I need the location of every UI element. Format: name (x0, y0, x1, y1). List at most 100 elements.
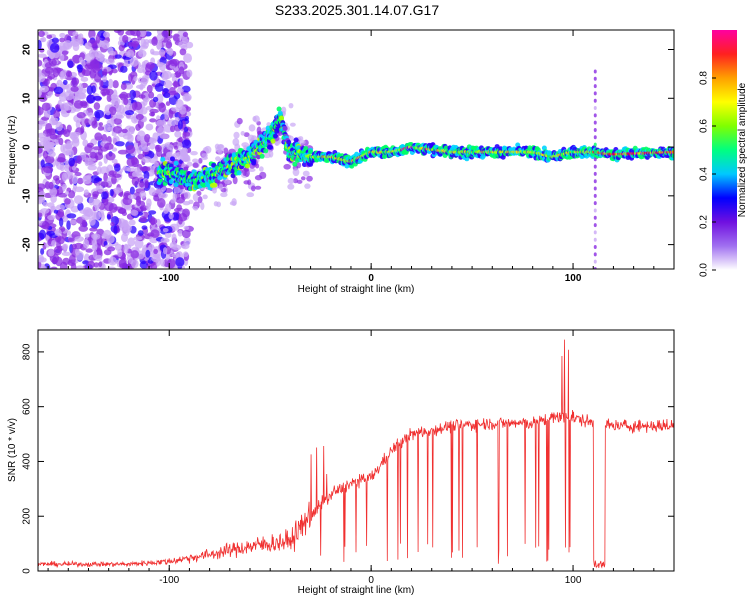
spectrogram-cell (69, 219, 77, 225)
spectrogram-cell (38, 229, 46, 240)
spectrogram-cell (98, 209, 105, 218)
spectrogram-cell (123, 243, 129, 254)
spectrogram-cell (61, 215, 68, 223)
spectrogram-cell (41, 102, 51, 111)
spectrogram-cell (129, 186, 135, 195)
spectrogram-cell (158, 192, 168, 199)
spectrogram-cell (108, 78, 114, 89)
spectrogram-cell (53, 245, 63, 256)
spectrogram-cell (236, 117, 243, 125)
spectrogram-cell (51, 239, 57, 247)
spectrogram-cell (44, 67, 54, 74)
spectrogram-cell (224, 179, 231, 185)
spectrogram-cell (38, 39, 42, 50)
spectrogram-cell (119, 263, 129, 269)
spectrogram-cell (184, 116, 190, 121)
spectrogram-cell (176, 204, 183, 212)
spectrogram-cell (593, 91, 597, 96)
spectrogram-cell (593, 237, 597, 242)
spectrogram-cell (180, 188, 186, 195)
spectrogram-cell (92, 242, 98, 250)
spectrogram-cell (41, 221, 50, 230)
spectrogram-cell (38, 147, 43, 154)
spectrogram-cell (183, 131, 191, 137)
spectrogram-cell (92, 42, 98, 51)
spectrogram-cell (212, 182, 218, 188)
spectrogram-cell (107, 266, 116, 269)
spectrogram-cell (71, 174, 78, 185)
spectrogram-cell (128, 219, 136, 226)
spectrogram-cell (58, 217, 64, 227)
spectrogram-cell (114, 54, 122, 59)
spectrogram-cell (593, 149, 597, 154)
spectrogram-cell (118, 44, 125, 52)
spectrogram-cell (153, 248, 158, 255)
spectrogram-cell (130, 209, 139, 216)
spectrogram-cell (95, 53, 105, 62)
spectrogram-cell (277, 110, 283, 116)
spectrogram-cell (181, 147, 188, 154)
spectrogram-cell (55, 121, 63, 132)
spectrogram-cell (593, 223, 597, 228)
spectrogram-cell (108, 203, 118, 213)
spectrogram-cell (593, 84, 597, 89)
spectrogram-cell (671, 153, 674, 159)
spectrogram-cell (146, 202, 151, 212)
spectrogram-cell (162, 228, 169, 233)
spectrogram-cell (51, 37, 59, 44)
spectrogram-cell (263, 148, 269, 154)
spectrogram-cell (167, 119, 177, 127)
colorbar-tick-label: 0.8 (699, 71, 710, 85)
spectrogram-cell (246, 192, 255, 198)
spectrogram-cell (131, 171, 140, 177)
spectrogram-cell (81, 214, 91, 220)
spectrogram-cell (192, 162, 199, 168)
spectrogram-cell (111, 132, 117, 137)
spectrogram-cell (168, 109, 174, 119)
spectrogram-cell (136, 135, 142, 142)
spectrogram-cell (103, 198, 109, 206)
spectrogram-cell (141, 61, 146, 69)
spectrogram-cell (38, 59, 43, 67)
spectrogram-cell (69, 132, 76, 139)
spectrogram-cell (108, 50, 116, 56)
spectrogram-cell (49, 133, 58, 140)
spectrogram-cell (149, 142, 156, 150)
spectrogram-cell (78, 225, 88, 232)
spectrogram-cell (159, 62, 167, 72)
spectrogram-cell (85, 248, 93, 253)
spectrogram-cell (135, 113, 144, 120)
spectrogram-cell (57, 192, 68, 198)
spectrogram-cell (160, 237, 170, 243)
spectrogram-cell (52, 175, 60, 181)
snr-x-tick-label: 0 (368, 575, 374, 586)
spectrogram-cell (258, 166, 264, 172)
spectrogram-cell (302, 162, 308, 168)
spectrogram-cell (593, 201, 597, 206)
spectrogram-cell (593, 157, 597, 162)
spectrogram-cell (137, 230, 144, 237)
spectrogram-cell (57, 208, 65, 218)
spectrogram-cell (178, 106, 187, 115)
spectrogram-cell (183, 191, 191, 200)
spectrogram-cell (217, 144, 225, 151)
spectrogram-cell (75, 265, 85, 269)
spectrogram-cell (174, 130, 182, 138)
spectrogram-cell (148, 187, 156, 196)
spectrogram-cell (86, 94, 96, 104)
spectrogram-cell (293, 178, 299, 184)
spectrogram-cell (129, 57, 139, 67)
spectrogram-cell (123, 97, 129, 106)
spectrogram-cell (139, 190, 147, 199)
spectrogram-cell (136, 30, 141, 37)
spectrogram-cell (287, 183, 295, 190)
spectrogram-cell (148, 91, 155, 99)
spectrogram-cell (236, 170, 242, 176)
spectrogram-cell (134, 101, 143, 111)
spectrogram-cell (171, 233, 177, 243)
spectrogram-cell (159, 133, 170, 140)
spectrogram-cell (59, 41, 66, 52)
spectrogram-cell (593, 127, 597, 132)
spectrogram-cell (128, 73, 133, 83)
